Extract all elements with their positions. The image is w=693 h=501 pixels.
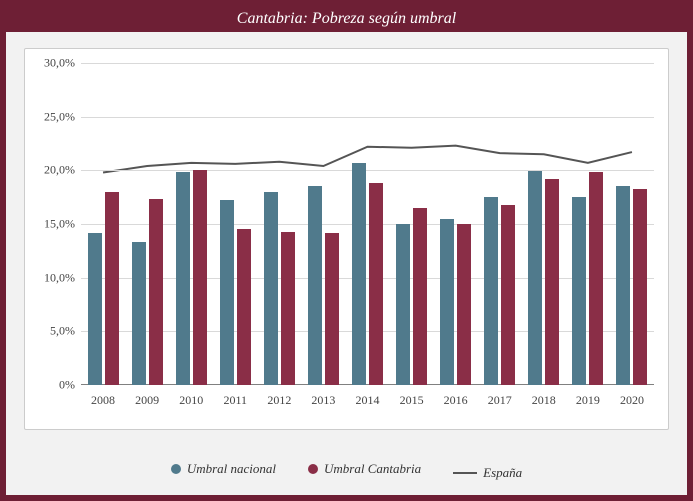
grid-line [81, 278, 654, 279]
bar-cantabria [545, 179, 559, 385]
bar-cantabria [105, 192, 119, 385]
bar-cantabria [149, 199, 163, 385]
bar-cantabria [501, 205, 515, 385]
bar-cantabria [413, 208, 427, 385]
bar-cantabria [325, 233, 339, 385]
plot-area: 0%5,0%10,0%15,0%20,0%25,0%30,0%200820092… [81, 63, 654, 385]
bar-nacional [88, 233, 102, 385]
x-tick-label: 2016 [444, 393, 468, 408]
bar-cantabria [369, 183, 383, 385]
bar-cantabria [589, 172, 603, 385]
x-tick-label: 2017 [488, 393, 512, 408]
bar-nacional [352, 163, 366, 385]
legend-item-nacional: Umbral nacional [171, 461, 276, 477]
chart-title: Cantabria: Pobreza según umbral [6, 6, 687, 32]
x-tick-label: 2019 [576, 393, 600, 408]
legend: Umbral nacional Umbral Cantabria España [6, 461, 687, 481]
bar-cantabria [237, 229, 251, 385]
grid-line [81, 224, 654, 225]
x-tick-label: 2009 [135, 393, 159, 408]
bar-cantabria [633, 189, 647, 385]
legend-label: España [483, 465, 522, 481]
bar-nacional [220, 200, 234, 385]
grid-line [81, 63, 654, 64]
x-tick-label: 2015 [400, 393, 424, 408]
bar-nacional [264, 192, 278, 385]
y-tick-label: 20,0% [31, 163, 75, 178]
x-tick-label: 2020 [620, 393, 644, 408]
bar-nacional [616, 186, 630, 385]
line-espana [103, 146, 632, 173]
legend-dot-icon [171, 464, 181, 474]
bar-cantabria [281, 232, 295, 385]
y-tick-label: 0% [31, 378, 75, 393]
x-tick-label: 2018 [532, 393, 556, 408]
bar-cantabria [193, 170, 207, 385]
bar-nacional [308, 186, 322, 385]
y-tick-label: 15,0% [31, 217, 75, 232]
bar-nacional [440, 219, 454, 385]
x-tick-label: 2010 [179, 393, 203, 408]
grid-line [81, 170, 654, 171]
legend-line-icon [453, 472, 477, 474]
y-tick-label: 5,0% [31, 324, 75, 339]
legend-item-espana: España [453, 465, 522, 481]
bar-cantabria [457, 224, 471, 385]
bar-nacional [528, 171, 542, 385]
legend-label: Umbral Cantabria [324, 461, 421, 477]
bar-nacional [132, 242, 146, 385]
y-tick-label: 10,0% [31, 270, 75, 285]
y-tick-label: 25,0% [31, 109, 75, 124]
x-tick-label: 2013 [311, 393, 335, 408]
y-tick-label: 30,0% [31, 56, 75, 71]
grid-line [81, 331, 654, 332]
x-tick-label: 2014 [356, 393, 380, 408]
bar-nacional [176, 172, 190, 385]
bar-nacional [396, 224, 410, 385]
bar-nacional [572, 197, 586, 385]
x-tick-label: 2011 [223, 393, 247, 408]
legend-dot-icon [308, 464, 318, 474]
chart-frame: Cantabria: Pobreza según umbral 0% 5,0% 10… [0, 0, 693, 501]
chart-panel: 0% 5,0% 10,0% 15,0% 20,0% 25,0% 30,0% 2008 2009 2… [24, 48, 669, 430]
legend-item-cantabria: Umbral Cantabria [308, 461, 421, 477]
grid-line [81, 117, 654, 118]
legend-label: Umbral nacional [187, 461, 276, 477]
x-tick-label: 2008 [91, 393, 115, 408]
x-tick-label: 2012 [267, 393, 291, 408]
bar-nacional [484, 197, 498, 385]
